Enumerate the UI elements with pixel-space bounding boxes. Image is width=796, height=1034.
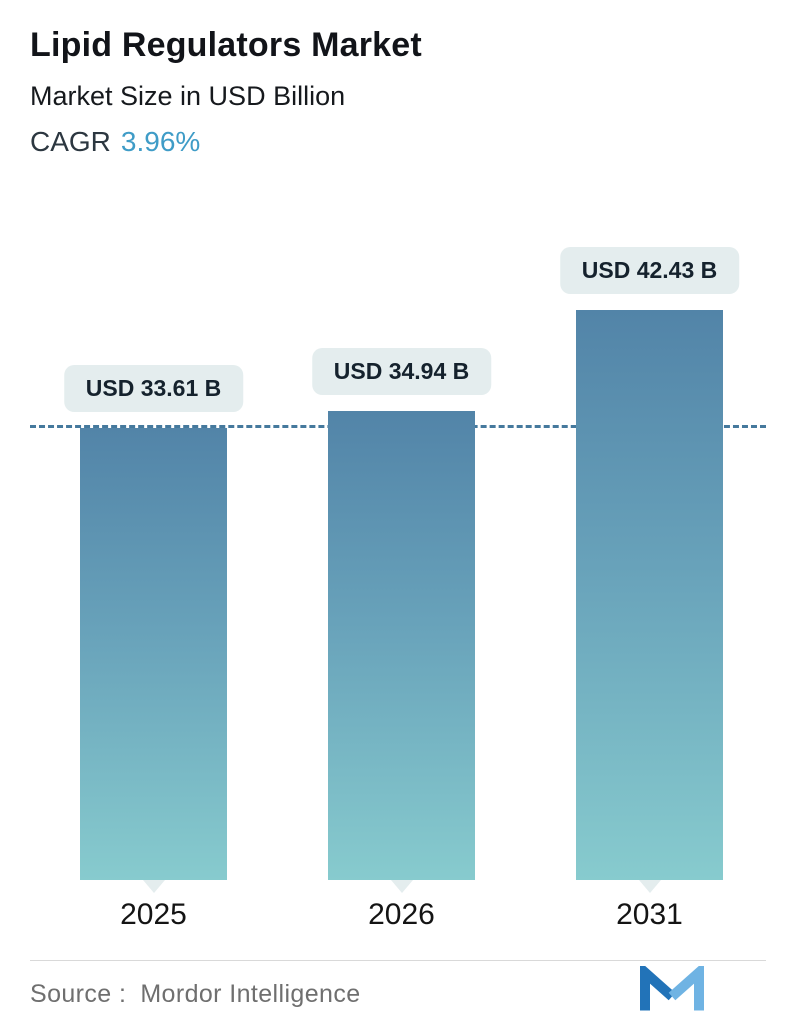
mordor-intelligence-logo: [640, 966, 704, 1011]
cagr-value: 3.96%: [120, 126, 201, 157]
bar: [328, 411, 475, 880]
chart-subtitle: Market Size in USD Billion: [30, 81, 346, 111]
bar-group-2025: USD 33.61 B 2025: [63, 365, 244, 931]
badge-pointer: [638, 880, 661, 893]
badge-pointer: [390, 880, 413, 893]
bar-group-2031: USD 42.43 B 2031: [559, 247, 740, 931]
chart-header: Lipid Regulators Market Market Size in U…: [30, 26, 422, 158]
badge-pointer: [142, 880, 165, 893]
x-axis-label: 2026: [368, 898, 435, 931]
cagr-row: CAGR 3.96%: [30, 126, 422, 158]
source-name: Mordor Intelligence: [140, 980, 361, 1008]
source-label: Source :: [30, 980, 127, 1008]
value-badge: USD 34.94 B: [311, 348, 492, 395]
bar: [576, 310, 723, 880]
x-axis-label: 2031: [616, 898, 683, 931]
value-badge: USD 42.43 B: [559, 247, 740, 294]
cagr-label: CAGR: [30, 126, 111, 157]
source-line: Source : Mordor Intelligence: [30, 980, 361, 1009]
value-badge: USD 33.61 B: [63, 365, 244, 412]
logo-light-stroke: [668, 966, 704, 1011]
x-axis-label: 2025: [120, 898, 187, 931]
chart-title: Lipid Regulators Market: [30, 26, 422, 64]
logo-dark-stroke: [640, 966, 676, 1011]
bar-chart-plot: USD 33.61 B 2025 USD 34.94 B 2026 USD 42…: [30, 230, 766, 931]
footer-divider: [30, 960, 766, 961]
bar: [80, 428, 227, 880]
bar-group-2026: USD 34.94 B 2026: [311, 348, 492, 931]
